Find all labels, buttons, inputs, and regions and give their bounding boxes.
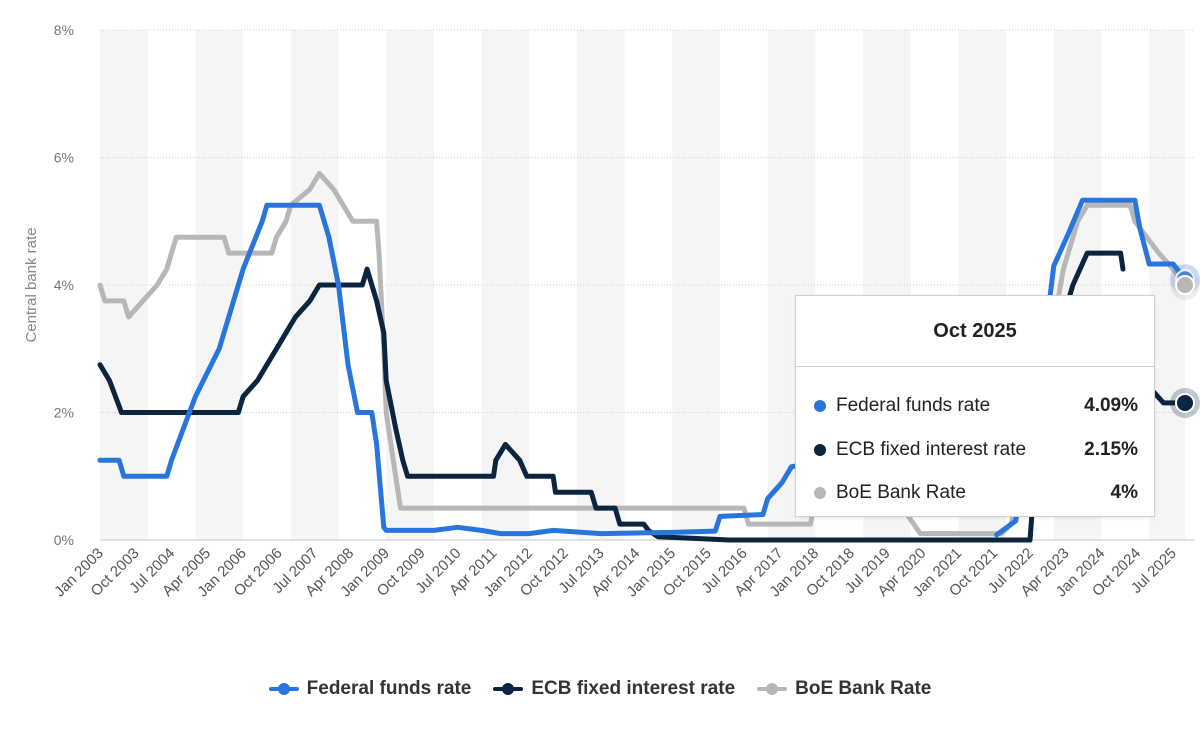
y-tick-label: 2% bbox=[54, 405, 74, 421]
tooltip-row-value: 4% bbox=[1110, 482, 1138, 503]
tooltip-row-ecb: ECB fixed interest rate 2.15% bbox=[814, 438, 1138, 462]
legend-label: BoE Bank Rate bbox=[795, 678, 932, 699]
y-tick-label: 0% bbox=[54, 532, 74, 548]
tooltip-row-name: Federal funds rate bbox=[836, 395, 991, 416]
series-line bbox=[97, 170, 818, 527]
legend-item-ecb[interactable]: ECB fixed interest rate bbox=[493, 678, 735, 700]
hover-tooltip: Oct 2025 Federal funds rate 4.09% ECB fi… bbox=[795, 295, 1155, 517]
ecb-line-icon bbox=[493, 683, 524, 695]
series-lines bbox=[97, 170, 1188, 543]
legend-item-fed[interactable]: Federal funds rate bbox=[268, 678, 472, 700]
boe-dot-icon bbox=[814, 487, 826, 499]
series-line bbox=[97, 202, 818, 537]
legend-item-boe[interactable]: BoE Bank Rate bbox=[757, 678, 931, 700]
tooltip-row-name: ECB fixed interest rate bbox=[836, 439, 1027, 460]
y-axis-label: Central bank rate bbox=[23, 227, 40, 342]
y-tick-label: 6% bbox=[54, 150, 74, 166]
y-axis-ticks: 0% 2% 4% 6% 8% bbox=[54, 22, 74, 548]
hover-markers bbox=[1170, 264, 1200, 418]
boe-line-icon bbox=[757, 683, 788, 695]
hover-marker bbox=[1175, 275, 1195, 295]
y-tick-label: 4% bbox=[54, 277, 74, 293]
tooltip-row-boe: BoE Bank Rate 4% bbox=[814, 481, 1138, 505]
tooltip-row-fed: Federal funds rate 4.09% bbox=[814, 394, 1138, 418]
fed-line-icon bbox=[268, 683, 299, 695]
tooltip-title: Oct 2025 bbox=[933, 320, 1017, 342]
tooltip-row-value: 4.09% bbox=[1084, 395, 1138, 416]
tooltip-row-name: BoE Bank Rate bbox=[836, 482, 966, 503]
legend-label: ECB fixed interest rate bbox=[531, 678, 736, 699]
fed-dot-icon bbox=[814, 400, 826, 412]
series-line bbox=[97, 266, 1042, 543]
ecb-dot-icon bbox=[814, 444, 826, 456]
tooltip-divider bbox=[796, 366, 1154, 367]
hover-marker bbox=[1175, 392, 1195, 413]
year-band bbox=[100, 30, 148, 540]
year-band bbox=[576, 30, 625, 540]
y-tick-label: 8% bbox=[54, 22, 74, 38]
chart-legend: Federal funds rate ECB fixed interest ra… bbox=[0, 678, 1200, 700]
tooltip-row-value: 2.15% bbox=[1084, 439, 1138, 460]
legend-label: Federal funds rate bbox=[306, 678, 472, 699]
